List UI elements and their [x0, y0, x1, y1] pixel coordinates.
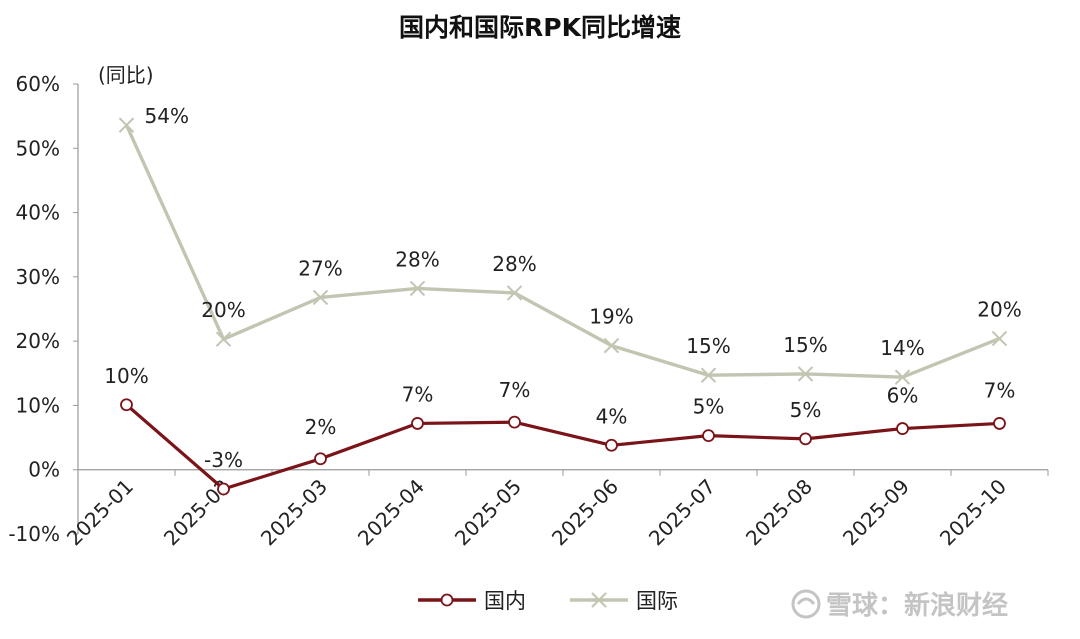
domestic-point — [702, 429, 715, 443]
x-tick-label: 2025-07 — [644, 474, 720, 550]
international-point-stroke — [991, 330, 1008, 347]
x-tick-label: 2025-09 — [838, 474, 914, 550]
watermark-text: 雪球：新浪财经 — [826, 590, 1008, 621]
domestic-point — [120, 398, 133, 412]
y-unit-label: (同比) — [98, 63, 154, 87]
domestic-data-label: 7% — [499, 378, 531, 402]
y-tick-label: 40% — [16, 201, 60, 225]
international-data-label: 20% — [977, 298, 1021, 322]
domestic-point — [993, 417, 1006, 430]
domestic-data-label: 2% — [305, 415, 337, 439]
international-data-label: 14% — [880, 336, 924, 360]
international-point — [118, 117, 135, 133]
domestic-point — [411, 417, 424, 430]
international-point-stroke — [700, 367, 717, 383]
international-point-stroke — [215, 331, 232, 347]
x-tick-label: 2025-05 — [450, 474, 526, 550]
snowball-logo-icon — [791, 589, 821, 619]
domestic-point — [217, 482, 230, 496]
x-tick-label: 2025-06 — [547, 474, 623, 550]
international-point — [991, 330, 1008, 347]
domestic-point — [508, 415, 521, 429]
x-tick-label: 2025-04 — [353, 474, 429, 550]
international-point-stroke — [603, 337, 620, 354]
domestic-data-label: 4% — [596, 404, 628, 428]
international-data-label: 15% — [686, 334, 730, 358]
international-point-stroke — [797, 366, 814, 382]
x-tick-label: 2025-01 — [62, 474, 138, 550]
data-labels: 54% 20% 27% 28% 28% 19% 15% 15% 14% 20% 10% -3% 2% 7%… — [104, 104, 1021, 472]
international-point — [894, 369, 911, 385]
international-data-label: 28% — [395, 247, 439, 271]
international-point-stroke — [506, 285, 523, 301]
y-tick-label: 60% — [16, 72, 60, 96]
domestic-data-label: -3% — [204, 448, 243, 472]
legend-label: 国际 — [636, 589, 678, 613]
international-data-label: 20% — [201, 298, 245, 322]
international-point-stroke — [118, 117, 135, 133]
international-point — [409, 280, 426, 297]
y-tick-label: 0% — [28, 458, 60, 482]
international-point — [215, 331, 232, 347]
domestic-point — [605, 438, 618, 452]
chart-title: 国内和国际RPK同比增速 — [399, 13, 681, 42]
international-data-label: 54% — [145, 104, 189, 128]
legend: 国内 国际 — [418, 589, 678, 613]
y-tick-label: 30% — [16, 265, 60, 289]
international-point — [797, 366, 814, 382]
series-line-domestic — [125, 403, 1000, 491]
legend-swatch-marker — [591, 592, 607, 608]
international-data-label: 19% — [589, 305, 633, 329]
international-point-stroke — [409, 280, 426, 297]
international-point-stroke — [894, 369, 911, 385]
series-layer — [118, 117, 1008, 496]
domestic-point — [896, 422, 909, 435]
axes: -10%0%10%20%30%40%50%60%2025-01 2025-02 20… — [8, 72, 1049, 550]
domestic-data-label: 5% — [790, 398, 822, 422]
domestic-data-label: 7% — [402, 382, 434, 406]
international-data-label: 27% — [298, 256, 342, 280]
international-data-label: 28% — [492, 252, 536, 276]
domestic-data-label: 6% — [887, 384, 919, 408]
x-tick-label: 2025-03 — [256, 474, 332, 550]
international-point-stroke — [312, 289, 329, 306]
watermark: 雪球：新浪财经 — [791, 589, 1008, 621]
y-tick-label: -10% — [8, 522, 60, 546]
y-tick-label: 50% — [16, 136, 60, 160]
domestic-data-label: 7% — [984, 378, 1016, 402]
domestic-point — [799, 432, 812, 446]
international-point — [312, 289, 329, 306]
international-point — [506, 285, 523, 301]
international-point — [603, 337, 620, 354]
y-tick-label: 20% — [16, 329, 60, 353]
x-tick-label: 2025-08 — [741, 474, 817, 550]
domestic-data-label: 10% — [104, 364, 148, 388]
international-data-label: 15% — [783, 333, 827, 357]
series-line-international — [124, 124, 1001, 379]
legend-swatch-marker — [440, 593, 454, 607]
domestic-point — [314, 452, 327, 466]
domestic-data-label: 5% — [693, 395, 725, 419]
y-tick-label: 10% — [16, 393, 60, 417]
legend-label: 国内 — [484, 589, 526, 613]
x-tick-label: 2025-10 — [935, 474, 1011, 550]
international-point — [700, 367, 717, 383]
